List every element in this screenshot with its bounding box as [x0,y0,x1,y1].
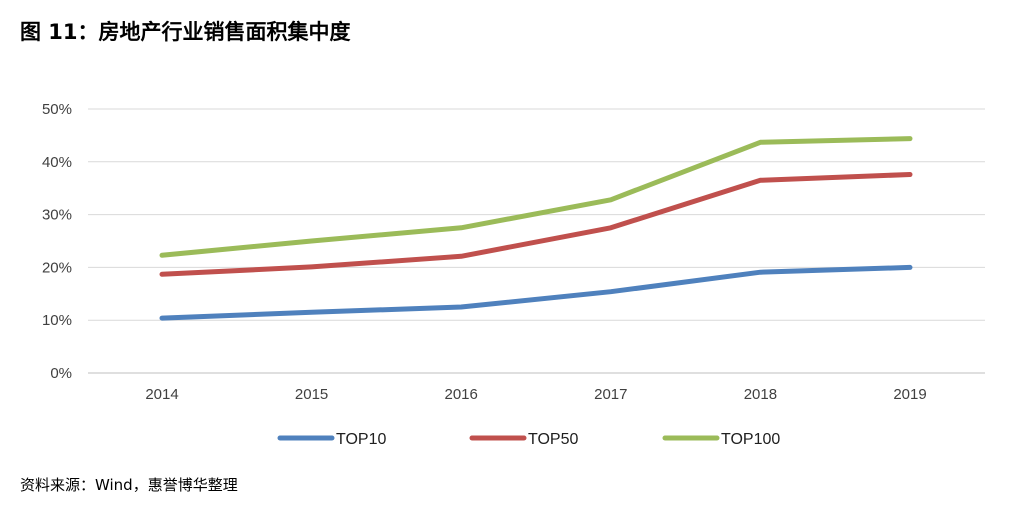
series-lines [159,136,913,321]
series-line-top10 [159,264,913,321]
y-tick-label: 20% [42,259,72,276]
y-tick-label: 40% [42,154,72,171]
legend-label-top50: TOP50 [528,431,579,448]
y-axis-ticks: 0% 10% 20% 30% 40% 50% [42,101,72,382]
legend: TOP10 TOP50 TOP100 [277,431,780,448]
x-tick-label: 2019 [893,386,926,403]
x-tick-label: 2018 [744,386,777,403]
x-tick-label: 2016 [445,386,478,403]
figure-title: 图 11：房地产行业销售面积集中度 [20,20,351,44]
legend-label-top100: TOP100 [721,431,780,448]
x-tick-label: 2014 [145,386,178,403]
y-tick-label: 0% [50,365,72,382]
x-tick-label: 2017 [594,386,627,403]
y-tick-label: 50% [42,101,72,118]
legend-label-top10: TOP10 [336,431,387,448]
y-tick-label: 30% [42,207,72,224]
series-line-top50 [159,172,913,277]
x-tick-label: 2015 [295,386,328,403]
x-axis-ticks: 2014 2015 2016 2017 2018 2019 [145,386,926,403]
figure-source: 资料来源：Wind，惠誉博华整理 [20,476,238,494]
y-tick-label: 10% [42,312,72,329]
series-line-top100 [159,136,913,258]
